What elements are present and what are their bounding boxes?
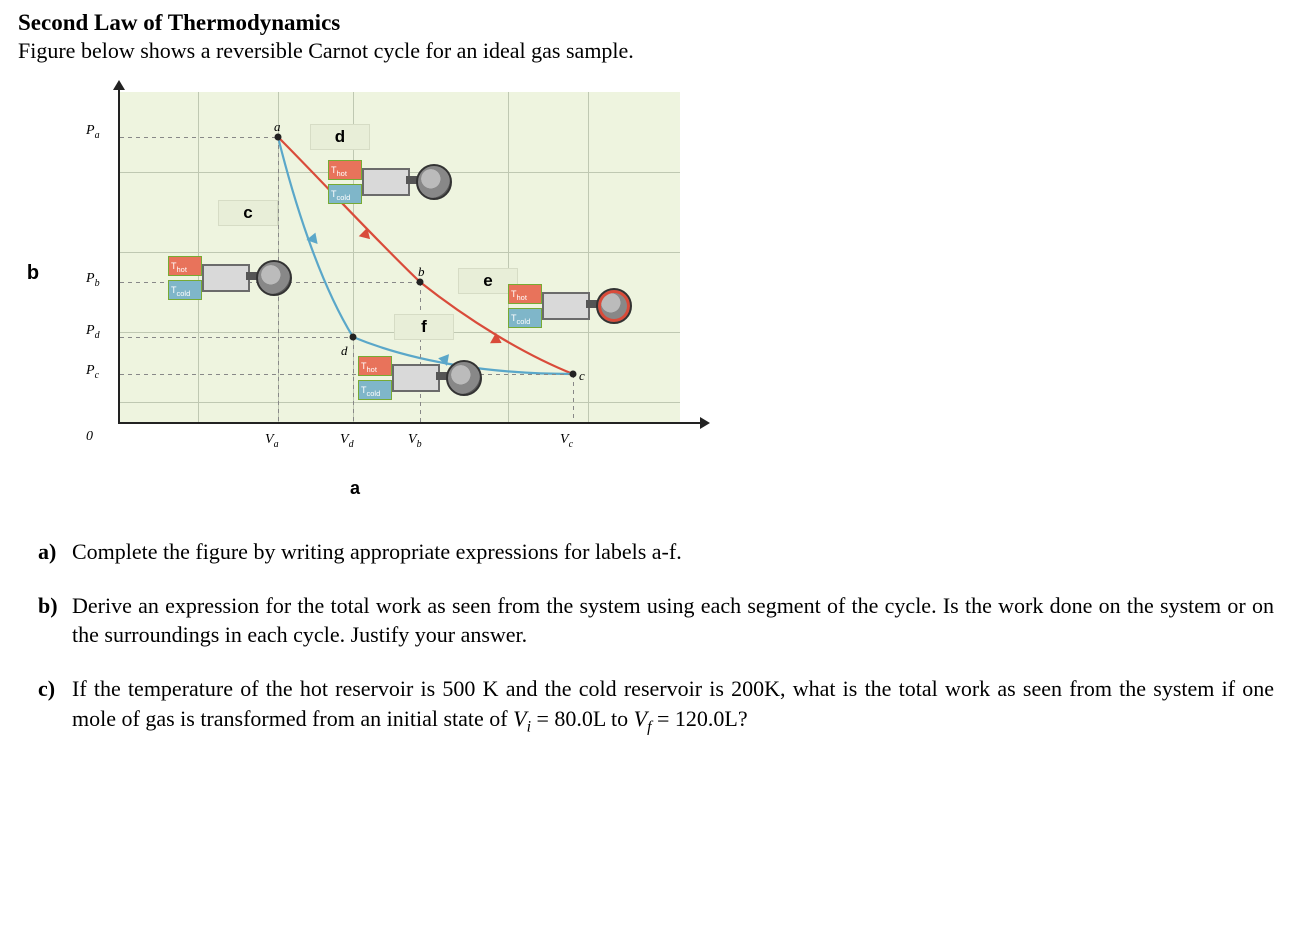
piston-assembly: Thot Tcold: [508, 278, 618, 334]
carnot-figure: PaPbPdPc0 VaVdVbVc abcd cdef Thot Tcold …: [78, 82, 718, 482]
question-label: b): [38, 591, 72, 650]
y-axis-label-Pd: Pd: [86, 323, 100, 341]
x-axis-label-Vb: Vb: [408, 432, 422, 450]
flywheel-icon: [446, 360, 482, 396]
dash-guide-h: [120, 337, 353, 338]
flywheel-icon: [416, 164, 452, 200]
x-axis-label-Vc: Vc: [560, 432, 573, 450]
question-label: c): [38, 674, 72, 737]
point-c: [570, 371, 577, 378]
x-axis-label-Vd: Vd: [340, 432, 354, 450]
point-label-c: c: [579, 368, 585, 384]
cylinder-icon: [362, 168, 410, 196]
flywheel-icon: [596, 288, 632, 324]
questions-list: a)Complete the figure by writing appropr…: [18, 537, 1294, 738]
answer-box-c: c: [218, 200, 278, 226]
dash-guide-v: [573, 374, 574, 422]
question-text: Complete the figure by writing appropria…: [72, 537, 1274, 567]
reservoir-hot-label: Thot: [358, 356, 392, 376]
x-axis-label-Va: Va: [265, 432, 279, 450]
point-d: [350, 334, 357, 341]
cylinder-icon: [392, 364, 440, 392]
figure-row: b PaPbPdPc0 VaVdVbVc abcd cdef Thot Tcol…: [18, 82, 1294, 482]
point-label-a: a: [274, 119, 281, 135]
question-label: a): [38, 537, 72, 567]
question-item: c)If the temperature of the hot reservoi…: [38, 674, 1274, 737]
question-text: Derive an expression for the total work …: [72, 591, 1274, 650]
y-axis-label-Pc: Pc: [86, 363, 99, 381]
x-axis: [118, 422, 708, 424]
answer-box-d: d: [310, 124, 370, 150]
label-a-bottom: a: [350, 478, 360, 499]
point-label-b: b: [418, 264, 425, 280]
page-title: Second Law of Thermodynamics: [18, 10, 1294, 36]
y-axis-label-Pa: Pa: [86, 123, 100, 141]
answer-box-f: f: [394, 314, 454, 340]
grid-vertical: [508, 92, 509, 422]
question-item: a)Complete the figure by writing appropr…: [38, 537, 1274, 567]
dash-guide-h: [120, 374, 573, 375]
cylinder-icon: [542, 292, 590, 320]
dash-guide-h: [120, 137, 278, 138]
reservoir-cold-label: Tcold: [508, 308, 542, 328]
reservoir-cold-label: Tcold: [358, 380, 392, 400]
reservoir-hot-label: Thot: [168, 256, 202, 276]
dash-guide-v: [353, 337, 354, 422]
reservoir-hot-label: Thot: [508, 284, 542, 304]
piston-assembly: Thot Tcold: [328, 154, 438, 210]
reservoir-cold-label: Tcold: [328, 184, 362, 204]
side-label-b: b: [18, 82, 48, 285]
y-axis: [118, 82, 120, 422]
question-item: b)Derive an expression for the total wor…: [38, 591, 1274, 650]
cylinder-icon: [202, 264, 250, 292]
piston-assembly: Thot Tcold: [168, 250, 278, 306]
question-text: If the temperature of the hot reservoir …: [72, 674, 1274, 737]
flywheel-icon: [256, 260, 292, 296]
grid-vertical: [588, 92, 589, 422]
y-axis-label-Pb: Pb: [86, 271, 100, 289]
reservoir-hot-label: Thot: [328, 160, 362, 180]
point-label-d: d: [341, 343, 348, 359]
intro-text: Figure below shows a reversible Carnot c…: [18, 38, 1294, 64]
piston-assembly: Thot Tcold: [358, 350, 468, 406]
reservoir-cold-label: Tcold: [168, 280, 202, 300]
y-axis-label-0: 0: [86, 429, 93, 445]
